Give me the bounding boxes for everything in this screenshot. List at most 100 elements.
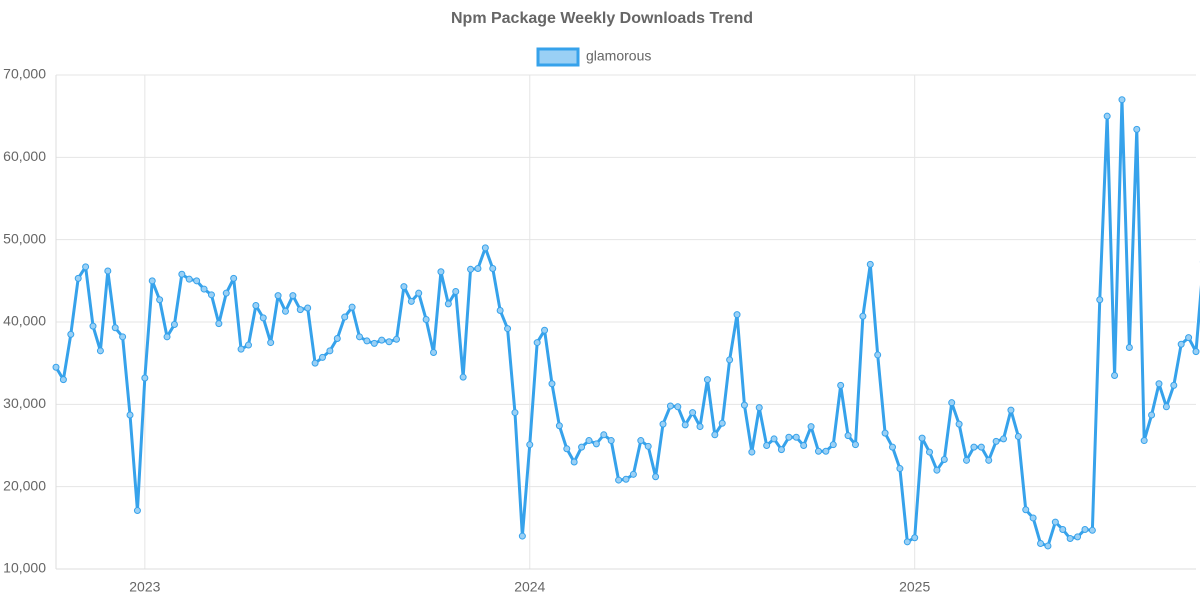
point [481,244,489,252]
point [111,324,119,332]
point [755,404,763,412]
point [770,435,778,443]
point [814,447,822,455]
point [385,338,393,346]
legend-swatch [536,47,580,67]
point [289,292,297,300]
point [1051,518,1059,526]
point [163,333,171,341]
point [244,341,252,349]
point [970,443,978,451]
y-tick-label: 20,000 [3,477,46,493]
point [563,445,571,453]
point [200,285,208,293]
point [844,432,852,440]
point [126,411,134,419]
point [141,374,149,382]
point [696,423,704,431]
point [681,421,689,429]
point [363,337,371,345]
point [918,434,926,442]
point [1044,542,1052,550]
point [637,437,645,445]
point [548,380,556,388]
point [281,307,289,315]
point [504,325,512,333]
point [1125,344,1133,352]
point [459,373,467,381]
chart-title: Npm Package Weekly Downloads Trend [451,10,753,27]
point [926,448,934,456]
y-tick-label: 50,000 [3,230,46,246]
point [318,353,326,361]
point [400,283,408,291]
point [1148,411,1156,419]
point [748,448,756,456]
y-tick-label: 30,000 [3,395,46,411]
y-tick-label: 40,000 [3,313,46,329]
point [800,442,808,449]
point [866,260,874,268]
point [52,363,60,371]
point [622,475,630,483]
point [578,443,586,451]
point [422,316,430,324]
point [1022,506,1030,514]
point [1007,406,1015,414]
point [674,403,682,411]
point [881,429,889,437]
point [237,345,245,353]
point [807,423,815,431]
point [874,351,882,359]
y-tick-label: 70,000 [3,66,46,82]
point [104,267,112,275]
point [215,320,223,328]
x-tick-label: 2025 [899,579,930,595]
point [1133,125,1141,133]
point [193,277,201,285]
point [67,330,75,338]
point [1177,340,1185,348]
point [437,268,445,276]
point [59,376,67,384]
point [267,339,275,347]
point [474,264,482,272]
point [948,399,956,407]
point [119,333,127,341]
point [615,476,623,484]
point [585,437,593,445]
point [274,292,282,300]
point [133,507,141,515]
point [1000,435,1008,443]
point [444,300,452,308]
point [1118,96,1126,104]
point [1014,432,1022,440]
point [888,443,896,451]
point [252,302,260,310]
point [518,532,526,540]
point [541,326,549,334]
point [207,291,215,299]
point [1088,526,1096,534]
point [348,303,356,311]
point [785,433,793,441]
point [666,402,674,410]
point [156,296,164,304]
point [837,381,845,389]
point [992,437,1000,445]
point [733,311,741,319]
point [82,263,90,271]
point [859,312,867,320]
point [304,304,312,312]
point [467,265,475,273]
point [259,314,267,322]
point [96,347,104,355]
point [89,322,97,330]
point [659,420,667,428]
point [703,376,711,384]
point [1170,381,1178,389]
point [711,431,719,439]
point [555,422,563,430]
point [1081,525,1089,533]
